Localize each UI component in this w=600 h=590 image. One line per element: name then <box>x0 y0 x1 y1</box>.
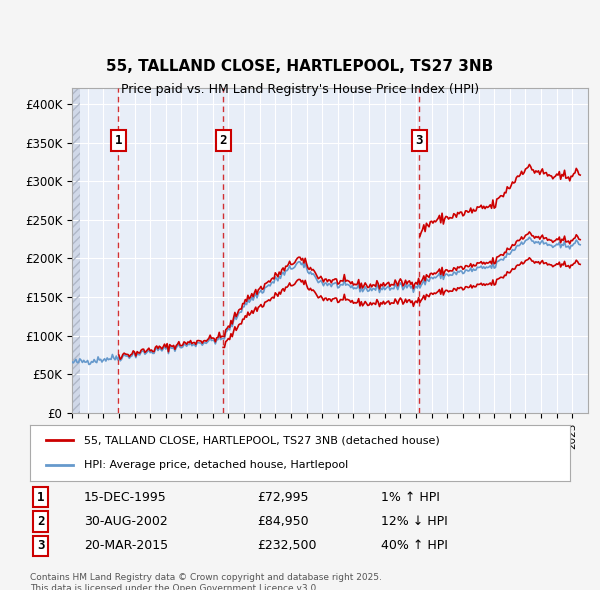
Text: 55, TALLAND CLOSE, HARTLEPOOL, TS27 3NB (detached house): 55, TALLAND CLOSE, HARTLEPOOL, TS27 3NB … <box>84 435 440 445</box>
Text: £84,950: £84,950 <box>257 515 308 528</box>
Text: 1: 1 <box>115 134 122 147</box>
Text: 3: 3 <box>416 134 423 147</box>
Text: 2: 2 <box>219 134 227 147</box>
Text: 30-AUG-2002: 30-AUG-2002 <box>84 515 168 528</box>
Text: Price paid vs. HM Land Registry's House Price Index (HPI): Price paid vs. HM Land Registry's House … <box>121 83 479 96</box>
Bar <box>72 88 80 413</box>
Text: 1: 1 <box>37 490 44 504</box>
Text: 55, TALLAND CLOSE, HARTLEPOOL, TS27 3NB: 55, TALLAND CLOSE, HARTLEPOOL, TS27 3NB <box>106 59 494 74</box>
Text: HPI: Average price, detached house, Hartlepool: HPI: Average price, detached house, Hart… <box>84 460 348 470</box>
Text: £232,500: £232,500 <box>257 539 316 552</box>
Text: 2: 2 <box>37 515 44 528</box>
Text: 3: 3 <box>37 539 44 552</box>
Text: 15-DEC-1995: 15-DEC-1995 <box>84 490 167 504</box>
Text: 20-MAR-2015: 20-MAR-2015 <box>84 539 168 552</box>
Bar <box>72 88 80 413</box>
Text: 40% ↑ HPI: 40% ↑ HPI <box>381 539 448 552</box>
Text: 12% ↓ HPI: 12% ↓ HPI <box>381 515 448 528</box>
Text: 1% ↑ HPI: 1% ↑ HPI <box>381 490 440 504</box>
Text: Contains HM Land Registry data © Crown copyright and database right 2025.
This d: Contains HM Land Registry data © Crown c… <box>30 573 382 590</box>
Text: £72,995: £72,995 <box>257 490 308 504</box>
